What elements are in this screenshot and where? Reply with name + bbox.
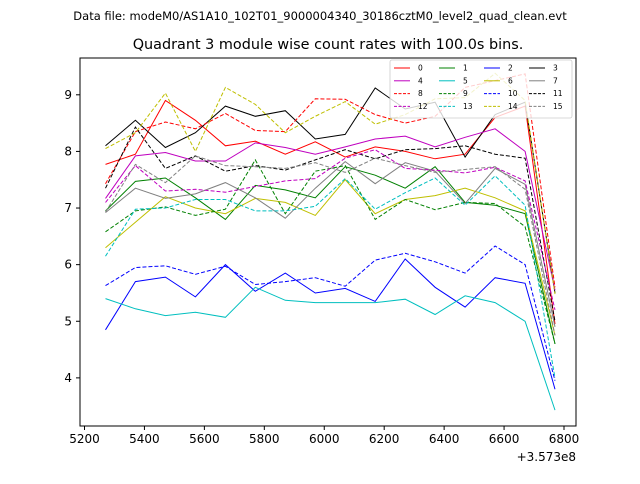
series-line-13 [105,175,556,378]
legend-label-14: 14 [508,102,518,111]
legend-label-0: 0 [418,64,423,73]
x-tick-label: 5800 [249,432,280,446]
series-line-9 [105,158,556,345]
series-line-12 [105,149,556,311]
data-file-header: Data file: modeM0/AS1A10_102T01_90000043… [73,9,567,23]
y-tick-label: 5 [64,314,72,328]
x-tick-label: 6000 [309,432,340,446]
series-line-1 [105,166,556,345]
series-line-14 [105,72,556,295]
y-tick-label: 4 [64,371,72,385]
legend-label-11: 11 [553,89,563,98]
x-offset-label: +3.573e8 [517,450,576,464]
x-tick-label: 5200 [69,432,100,446]
y-tick-label: 6 [64,258,72,272]
series-line-6 [105,178,556,336]
legend-label-7: 7 [553,76,558,85]
x-tick-label: 5600 [189,432,220,446]
legend-label-9: 9 [463,89,468,98]
legend-label-6: 6 [508,76,513,85]
axes-frame [79,57,577,427]
plot-area: 5200 5400 5600 5800 6000 6200 6400 6600 6800 4 5 6 7… [64,57,580,464]
legend-label-5: 5 [463,76,468,85]
legend-label-15: 15 [553,102,563,111]
y-tick-label: 8 [64,144,72,158]
series-line-4 [105,128,556,291]
x-tick-label: 5400 [129,432,160,446]
legend-label-8: 8 [418,89,423,98]
series-line-2 [105,258,556,390]
series-line-15 [105,155,556,336]
series-line-5 [105,286,556,411]
legend-label-3: 3 [553,64,558,73]
x-tick-label: 6400 [429,432,460,446]
x-tick-label: 6600 [489,432,520,446]
legend-label-10: 10 [508,89,518,98]
y-tick-label: 7 [64,201,72,215]
series-line-3 [105,87,556,294]
series-line-10 [105,245,556,381]
legend-label-1: 1 [463,64,468,73]
chart-title: Quadrant 3 module wise count rates with … [133,37,524,53]
legend-box [389,59,573,119]
legend-label-13: 13 [463,102,473,111]
y-tick-label: 9 [64,88,72,102]
legend-label-4: 4 [418,76,423,85]
series-line-7 [105,160,556,328]
x-tick-label: 6800 [549,432,580,446]
legend-label-12: 12 [418,102,428,111]
x-tick-label: 6200 [369,432,400,446]
series-line-11 [105,126,556,322]
legend-label-2: 2 [508,64,513,73]
